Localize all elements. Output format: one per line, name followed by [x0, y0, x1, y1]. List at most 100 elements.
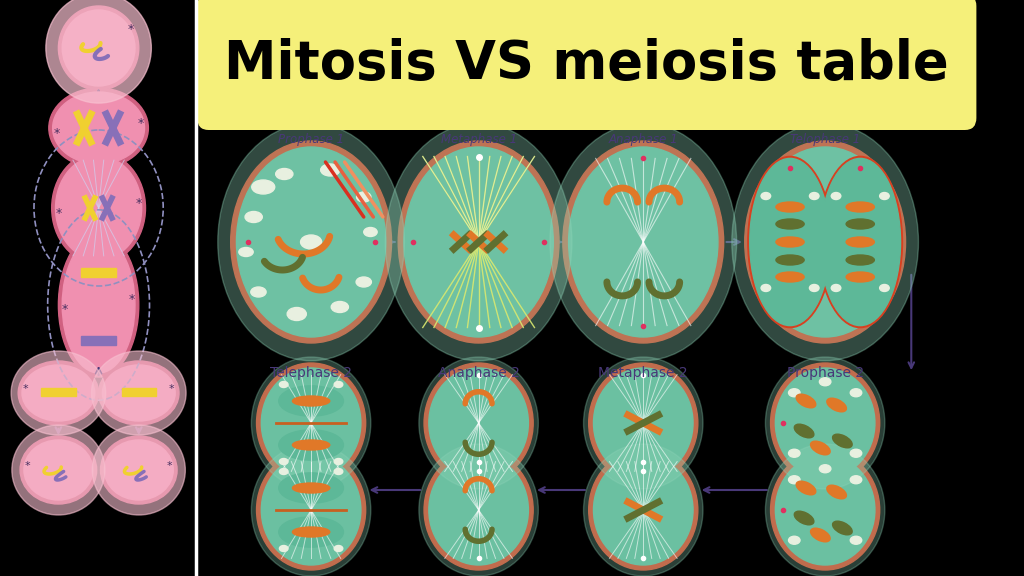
- Ellipse shape: [751, 147, 900, 337]
- Ellipse shape: [52, 92, 144, 164]
- Ellipse shape: [748, 157, 833, 328]
- Ellipse shape: [46, 0, 152, 103]
- Ellipse shape: [102, 365, 175, 421]
- Ellipse shape: [279, 517, 343, 547]
- Ellipse shape: [279, 473, 343, 503]
- Ellipse shape: [12, 425, 104, 515]
- Ellipse shape: [568, 147, 718, 337]
- Text: Metaphase 2: Metaphase 2: [598, 366, 688, 380]
- Ellipse shape: [819, 378, 830, 386]
- Ellipse shape: [820, 158, 900, 325]
- Ellipse shape: [398, 141, 559, 343]
- Ellipse shape: [776, 202, 804, 212]
- Text: *: *: [135, 196, 142, 210]
- Ellipse shape: [261, 455, 360, 565]
- Ellipse shape: [732, 123, 919, 361]
- Ellipse shape: [846, 219, 874, 229]
- Ellipse shape: [788, 389, 800, 397]
- Bar: [81, 268, 116, 276]
- Ellipse shape: [584, 444, 703, 576]
- Ellipse shape: [92, 425, 185, 515]
- Ellipse shape: [58, 6, 139, 90]
- Bar: [81, 336, 116, 344]
- Ellipse shape: [334, 545, 343, 551]
- Ellipse shape: [589, 450, 697, 570]
- Ellipse shape: [100, 436, 177, 504]
- Ellipse shape: [364, 228, 377, 237]
- Text: *: *: [128, 22, 134, 36]
- Ellipse shape: [23, 365, 95, 421]
- Ellipse shape: [251, 287, 266, 297]
- Ellipse shape: [62, 237, 135, 373]
- Ellipse shape: [831, 285, 841, 291]
- Ellipse shape: [251, 444, 371, 576]
- Ellipse shape: [239, 248, 253, 256]
- Ellipse shape: [811, 528, 830, 542]
- Ellipse shape: [293, 527, 330, 537]
- Ellipse shape: [279, 430, 343, 460]
- Ellipse shape: [334, 468, 343, 475]
- Ellipse shape: [775, 455, 874, 565]
- Text: Telephase 2: Telephase 2: [270, 366, 352, 380]
- Ellipse shape: [809, 192, 819, 199]
- Ellipse shape: [563, 141, 724, 343]
- Ellipse shape: [765, 444, 885, 576]
- Ellipse shape: [321, 164, 340, 176]
- Text: *: *: [23, 384, 29, 394]
- Ellipse shape: [776, 272, 804, 282]
- Ellipse shape: [761, 192, 771, 199]
- Ellipse shape: [293, 483, 330, 493]
- Text: Mitosis VS meiosis table: Mitosis VS meiosis table: [224, 38, 949, 90]
- Ellipse shape: [385, 123, 572, 361]
- Ellipse shape: [880, 285, 889, 291]
- Ellipse shape: [91, 351, 186, 435]
- Ellipse shape: [788, 476, 800, 484]
- Ellipse shape: [809, 285, 819, 291]
- Ellipse shape: [51, 152, 145, 264]
- Bar: [122, 388, 156, 396]
- Ellipse shape: [771, 450, 880, 570]
- Ellipse shape: [334, 381, 343, 388]
- Ellipse shape: [811, 441, 830, 455]
- FancyBboxPatch shape: [198, 0, 976, 130]
- Ellipse shape: [293, 440, 330, 450]
- Ellipse shape: [744, 141, 905, 343]
- Ellipse shape: [831, 192, 841, 199]
- Ellipse shape: [237, 147, 386, 337]
- Ellipse shape: [594, 368, 693, 478]
- Ellipse shape: [776, 237, 804, 247]
- Ellipse shape: [584, 357, 703, 489]
- Ellipse shape: [826, 398, 847, 412]
- Text: *: *: [55, 207, 61, 219]
- Text: Anaphase 2: Anaphase 2: [437, 366, 519, 380]
- Ellipse shape: [761, 285, 771, 291]
- Ellipse shape: [846, 255, 874, 265]
- Ellipse shape: [55, 156, 141, 260]
- Ellipse shape: [795, 511, 814, 525]
- Ellipse shape: [419, 444, 539, 576]
- Ellipse shape: [279, 386, 343, 416]
- Ellipse shape: [765, 357, 885, 489]
- Ellipse shape: [257, 450, 366, 570]
- Ellipse shape: [771, 363, 880, 483]
- Text: Telophase 1: Telophase 1: [790, 134, 860, 146]
- Ellipse shape: [776, 255, 804, 265]
- Ellipse shape: [98, 361, 179, 425]
- Ellipse shape: [251, 357, 371, 489]
- Text: Prophase 2: Prophase 2: [786, 366, 863, 380]
- Ellipse shape: [275, 169, 293, 180]
- Text: *: *: [25, 461, 31, 471]
- Ellipse shape: [257, 363, 366, 483]
- Text: *: *: [169, 384, 174, 394]
- Text: Metaphase 1: Metaphase 1: [440, 134, 517, 146]
- Ellipse shape: [356, 277, 372, 287]
- Ellipse shape: [301, 235, 322, 249]
- Ellipse shape: [589, 363, 697, 483]
- Ellipse shape: [826, 485, 847, 499]
- Ellipse shape: [230, 141, 391, 343]
- Ellipse shape: [24, 440, 93, 500]
- Ellipse shape: [429, 368, 528, 478]
- Ellipse shape: [280, 381, 288, 388]
- Ellipse shape: [58, 233, 139, 377]
- Ellipse shape: [424, 450, 534, 570]
